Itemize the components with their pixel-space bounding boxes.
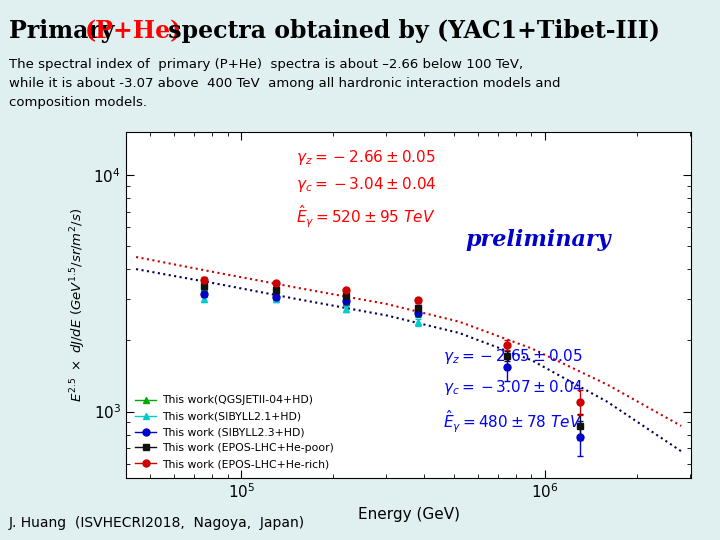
Text: $\hat{E}_\gamma= 480\pm78\ TeV$: $\hat{E}_\gamma= 480\pm78\ TeV$ — [443, 409, 582, 435]
Text: $\hat{E}_\gamma = 520\pm95\ TeV$: $\hat{E}_\gamma = 520\pm95\ TeV$ — [295, 203, 435, 230]
Text: spectra obtained by (YAC1+Tibet-III): spectra obtained by (YAC1+Tibet-III) — [160, 19, 660, 43]
Legend: This work(QGSJETII-04+HD), This work(SIBYLL2.1+HD), This work (SIBYLL2.3+HD), Th: This work(QGSJETII-04+HD), This work(SIB… — [132, 392, 337, 472]
Text: Primary: Primary — [9, 19, 122, 43]
Text: J. Huang  (ISVHECRI2018,  Nagoya,  Japan): J. Huang (ISVHECRI2018, Nagoya, Japan) — [9, 516, 305, 530]
Text: composition models.: composition models. — [9, 96, 147, 109]
X-axis label: Energy (GeV): Energy (GeV) — [358, 507, 459, 522]
Text: The spectral index of  primary (P+He)  spectra is about –2.66 below 100 TeV,: The spectral index of primary (P+He) spe… — [9, 58, 523, 71]
Y-axis label: $E^{2.5}\ \times\ dJ/dE\ (GeV^{1.5}/sr/m^2/s)$: $E^{2.5}\ \times\ dJ/dE\ (GeV^{1.5}/sr/m… — [68, 208, 88, 402]
Text: preliminary: preliminary — [465, 229, 611, 251]
Text: $\gamma_c = -3.04\pm0.04$: $\gamma_c = -3.04\pm0.04$ — [295, 176, 436, 194]
Text: (P+He): (P+He) — [85, 19, 182, 43]
Text: $\gamma_z = -2.65\pm0.05$: $\gamma_z = -2.65\pm0.05$ — [443, 347, 582, 366]
Text: while it is about -3.07 above  400 TeV  among all hardronic interaction models a: while it is about -3.07 above 400 TeV am… — [9, 77, 560, 90]
Text: $\gamma_c = -3.07\pm0.04$: $\gamma_c = -3.07\pm0.04$ — [443, 377, 583, 397]
Text: $\gamma_z = -2.66\pm0.05$: $\gamma_z = -2.66\pm0.05$ — [295, 148, 436, 167]
